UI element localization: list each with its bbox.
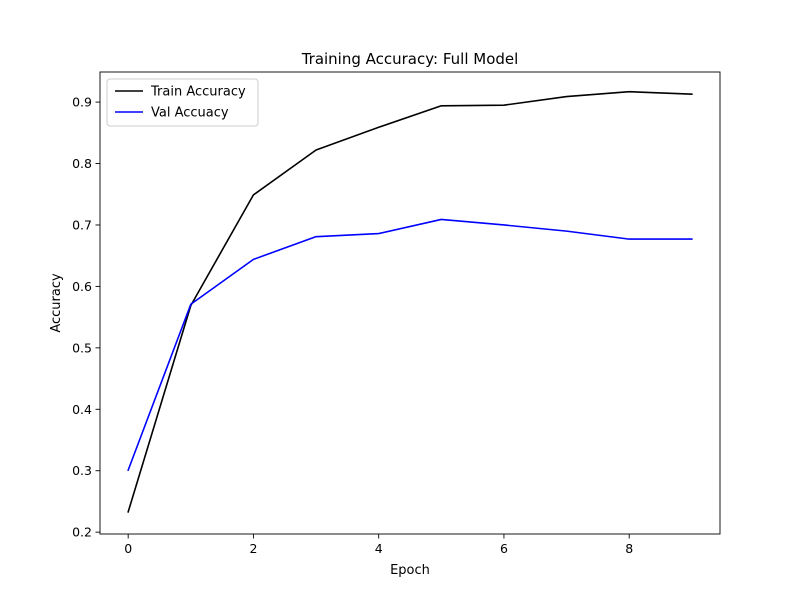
chart-title: Training Accuracy: Full Model bbox=[301, 50, 519, 68]
x-tick-label-4: 8 bbox=[625, 541, 633, 556]
series-line-0 bbox=[127, 90, 693, 513]
x-tick-label-0: 0 bbox=[124, 541, 132, 556]
y-axis-label: Accuracy bbox=[49, 273, 64, 333]
x-tick-label-1: 2 bbox=[249, 541, 257, 556]
x-tick-label-2: 4 bbox=[375, 541, 383, 556]
x-axis-label: Epoch bbox=[390, 563, 430, 578]
legend-entry-0: Train Accuracy bbox=[150, 85, 246, 100]
y-tick-label-2: 0.4 bbox=[72, 402, 92, 417]
y-tick-label-0: 0.2 bbox=[72, 525, 92, 540]
y-tick-label-1: 0.3 bbox=[72, 463, 92, 478]
x-tick-label-3: 6 bbox=[500, 541, 508, 556]
y-tick-label-4: 0.6 bbox=[72, 279, 92, 294]
legend-entry-1: Val Accuacy bbox=[151, 106, 229, 121]
legend: Train Accuracy Val Accuacy bbox=[106, 78, 259, 127]
y-tick-label-3: 0.5 bbox=[72, 340, 92, 355]
series-line-1 bbox=[127, 218, 693, 472]
legend-box bbox=[106, 78, 259, 127]
y-tick-label-7: 0.9 bbox=[72, 95, 92, 110]
y-tick-label-5: 0.7 bbox=[72, 217, 92, 232]
plot-area: 0 2 4 6 8 0.2 0.3 0.4 0.5 0.6 0.7 0.8 0.9 bbox=[72, 71, 721, 556]
axes-frame bbox=[99, 71, 721, 535]
y-tick-label-6: 0.8 bbox=[72, 156, 92, 171]
